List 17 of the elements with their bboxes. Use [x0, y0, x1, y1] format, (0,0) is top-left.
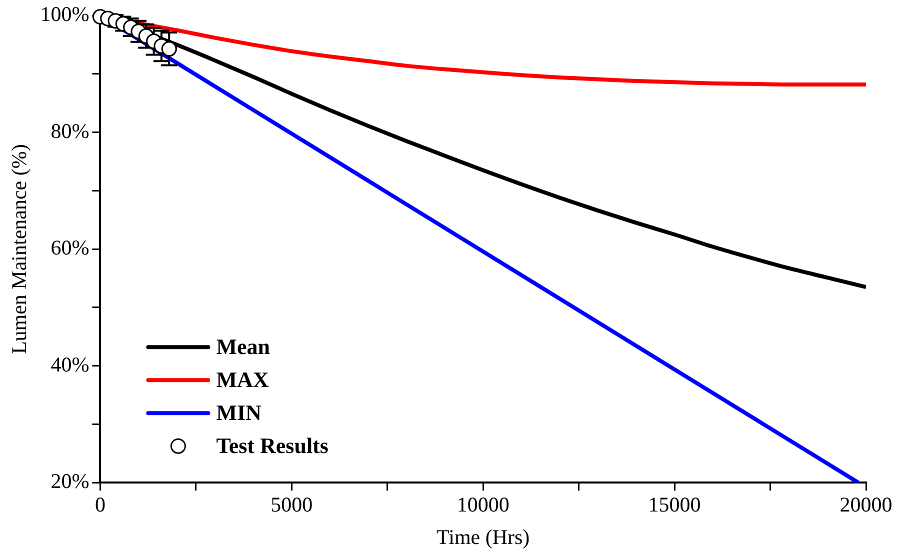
y-tick-label: 100%: [40, 2, 90, 26]
y-tick-label: 40%: [50, 352, 90, 376]
y-tick-label: 80%: [50, 118, 90, 143]
x-tick-label: 15000: [648, 492, 701, 517]
legend-label: Test Results: [216, 432, 329, 458]
x-axis-title: Time (Hrs): [436, 524, 530, 549]
x-tick-label: 20000: [840, 492, 892, 517]
legend-label: Mean: [216, 334, 270, 359]
y-tick-label: 20%: [50, 469, 90, 494]
y-axis-title: Lumen Maintenance (%): [7, 144, 32, 354]
legend-label: MIN: [216, 400, 262, 425]
x-tick-label: 10000: [456, 492, 510, 517]
x-tick-label: 0: [94, 492, 106, 517]
legend-label: MAX: [216, 366, 269, 392]
y-tick-label: 60%: [50, 236, 90, 260]
x-tick-label: 5000: [270, 492, 313, 517]
point: [161, 41, 177, 57]
